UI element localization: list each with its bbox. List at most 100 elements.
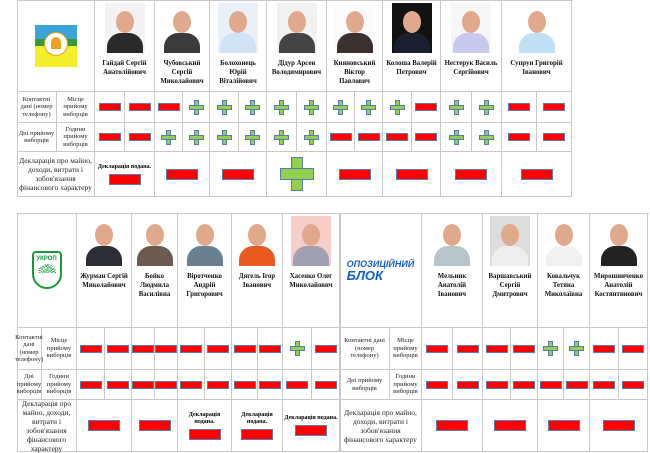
logo-text: УКРОП: [36, 256, 57, 262]
candidate-photo: [184, 216, 225, 266]
minus-icon: [207, 344, 229, 353]
declaration-filed-note: Декларація подана.: [97, 163, 152, 170]
photo-face: [115, 11, 134, 33]
status-location: [327, 92, 355, 123]
photo-clothing: [518, 33, 555, 53]
photo-clothing: [186, 246, 223, 266]
photo-clothing: [86, 246, 122, 266]
candidate-name: Нестерук Василь Сергійович: [444, 60, 498, 76]
status-declaration: Декларація подана.: [178, 400, 232, 452]
status-declaration: [210, 152, 267, 197]
status-days: [95, 123, 125, 152]
status-contact: [453, 328, 483, 370]
status-hours: [105, 370, 132, 400]
candidate-name: Чубовський Сергій Миколайович: [160, 60, 204, 85]
status-declaration: [155, 152, 210, 197]
row-label-contact: Контактні дані (номер телефону): [17, 92, 57, 123]
status-declaration: Декларація подана.: [283, 400, 340, 452]
minus-icon: [157, 103, 180, 111]
candidate-name: Варшавський Сергій Дмитрович: [488, 273, 532, 298]
status-days: [422, 370, 453, 400]
plus-icon: [569, 341, 584, 356]
photo-clothing: [336, 33, 373, 53]
candidate-photo: [432, 216, 472, 266]
candidate-header: Журман Сергій Миколайович: [77, 213, 132, 328]
status-location: [283, 328, 312, 370]
photo-clothing: [600, 246, 637, 266]
photo-clothing: [434, 246, 470, 266]
candidate-photo: [490, 216, 530, 266]
fan-icon: [37, 264, 56, 273]
candidate-header: Супрун Григорій Іванович: [502, 0, 572, 92]
minus-icon: [357, 133, 380, 141]
photo-face: [95, 224, 113, 246]
row-label-declaration: Декларація про майно, доходи, витрати і …: [17, 152, 95, 197]
candidate-name: Гайдай Сергій Анатолійович: [102, 60, 147, 76]
status-location: [178, 328, 205, 370]
status-days: [383, 123, 412, 152]
status-hours: [297, 123, 327, 152]
status-contact: [619, 328, 648, 370]
photo-clothing: [453, 33, 489, 53]
minus-icon: [132, 344, 154, 353]
status-declaration: [590, 400, 648, 452]
candidate-name: Ковальчук Тетяна Миколаївна: [544, 273, 583, 298]
plus-icon: [274, 99, 289, 115]
plus-icon: [448, 99, 464, 115]
minus-icon: [155, 344, 177, 353]
status-location: [210, 92, 239, 123]
status-hours: [155, 370, 178, 400]
minus-icon: [539, 380, 562, 389]
status-hours: [472, 123, 502, 152]
candidate-header: Бойко Людмила Василівна: [132, 213, 178, 328]
status-hours: [183, 123, 210, 152]
status-days: [77, 370, 105, 400]
plus-icon: [304, 129, 319, 145]
status-location: [502, 92, 537, 123]
candidate-photo: [104, 3, 145, 53]
logo-text-line: БЛОК: [346, 267, 384, 283]
photo-face: [195, 224, 214, 246]
candidate-name: Журман Сергій Миколайович: [80, 273, 128, 289]
candidate-header: Варшавський Сергій Дмитрович: [483, 213, 538, 328]
status-days: [590, 370, 619, 400]
minus-icon: [622, 344, 644, 353]
row-label-declaration: Декларація про майно, доходи, витрати і …: [340, 400, 422, 452]
status-location: [267, 92, 297, 123]
minus-icon: [415, 133, 437, 141]
opposition-bloc-logo: ОПОЗИЦІЙНИЙ БЛОК: [347, 259, 415, 282]
minus-icon: [602, 420, 635, 431]
photo-face: [302, 224, 320, 246]
candidate-name: Мельник Анатолій Іванович: [437, 273, 467, 298]
minus-icon: [180, 380, 202, 389]
row-label-location: Місце прийому виборців: [390, 328, 422, 370]
minus-icon: [508, 133, 530, 141]
photo-face: [248, 224, 266, 246]
status-contact: [564, 328, 590, 370]
photo-clothing: [293, 246, 329, 266]
photo-clothing: [545, 246, 582, 266]
plus-icon: [216, 99, 232, 115]
status-declaration: Декларація подана.: [95, 152, 155, 197]
status-location: [95, 92, 125, 123]
status-declaration: [77, 400, 132, 452]
minus-icon: [456, 344, 479, 353]
status-location: [538, 328, 564, 370]
status-days: [502, 123, 537, 152]
status-location: [155, 92, 183, 123]
candidate-name: Супрун Григорій Іванович: [510, 60, 563, 76]
row-label-hours: Години прийому виборців: [42, 370, 77, 400]
status-contact: [412, 92, 441, 123]
photo-face: [287, 11, 306, 33]
minus-icon: [241, 428, 273, 440]
plus-icon: [274, 129, 289, 145]
status-days: [267, 123, 297, 152]
status-days: [327, 123, 355, 152]
status-declaration: [422, 400, 483, 452]
row-label-contact: Контактні дані (номер телефону): [340, 328, 390, 370]
candidate-header: Дідур Арсен Володимирович: [267, 0, 327, 92]
status-days: [132, 370, 155, 400]
row-label-contact: Контактні дані (номер телефону): [15, 328, 43, 370]
candidate-name: Бойко Людмила Василівна: [138, 273, 171, 298]
photo-face: [527, 11, 546, 33]
